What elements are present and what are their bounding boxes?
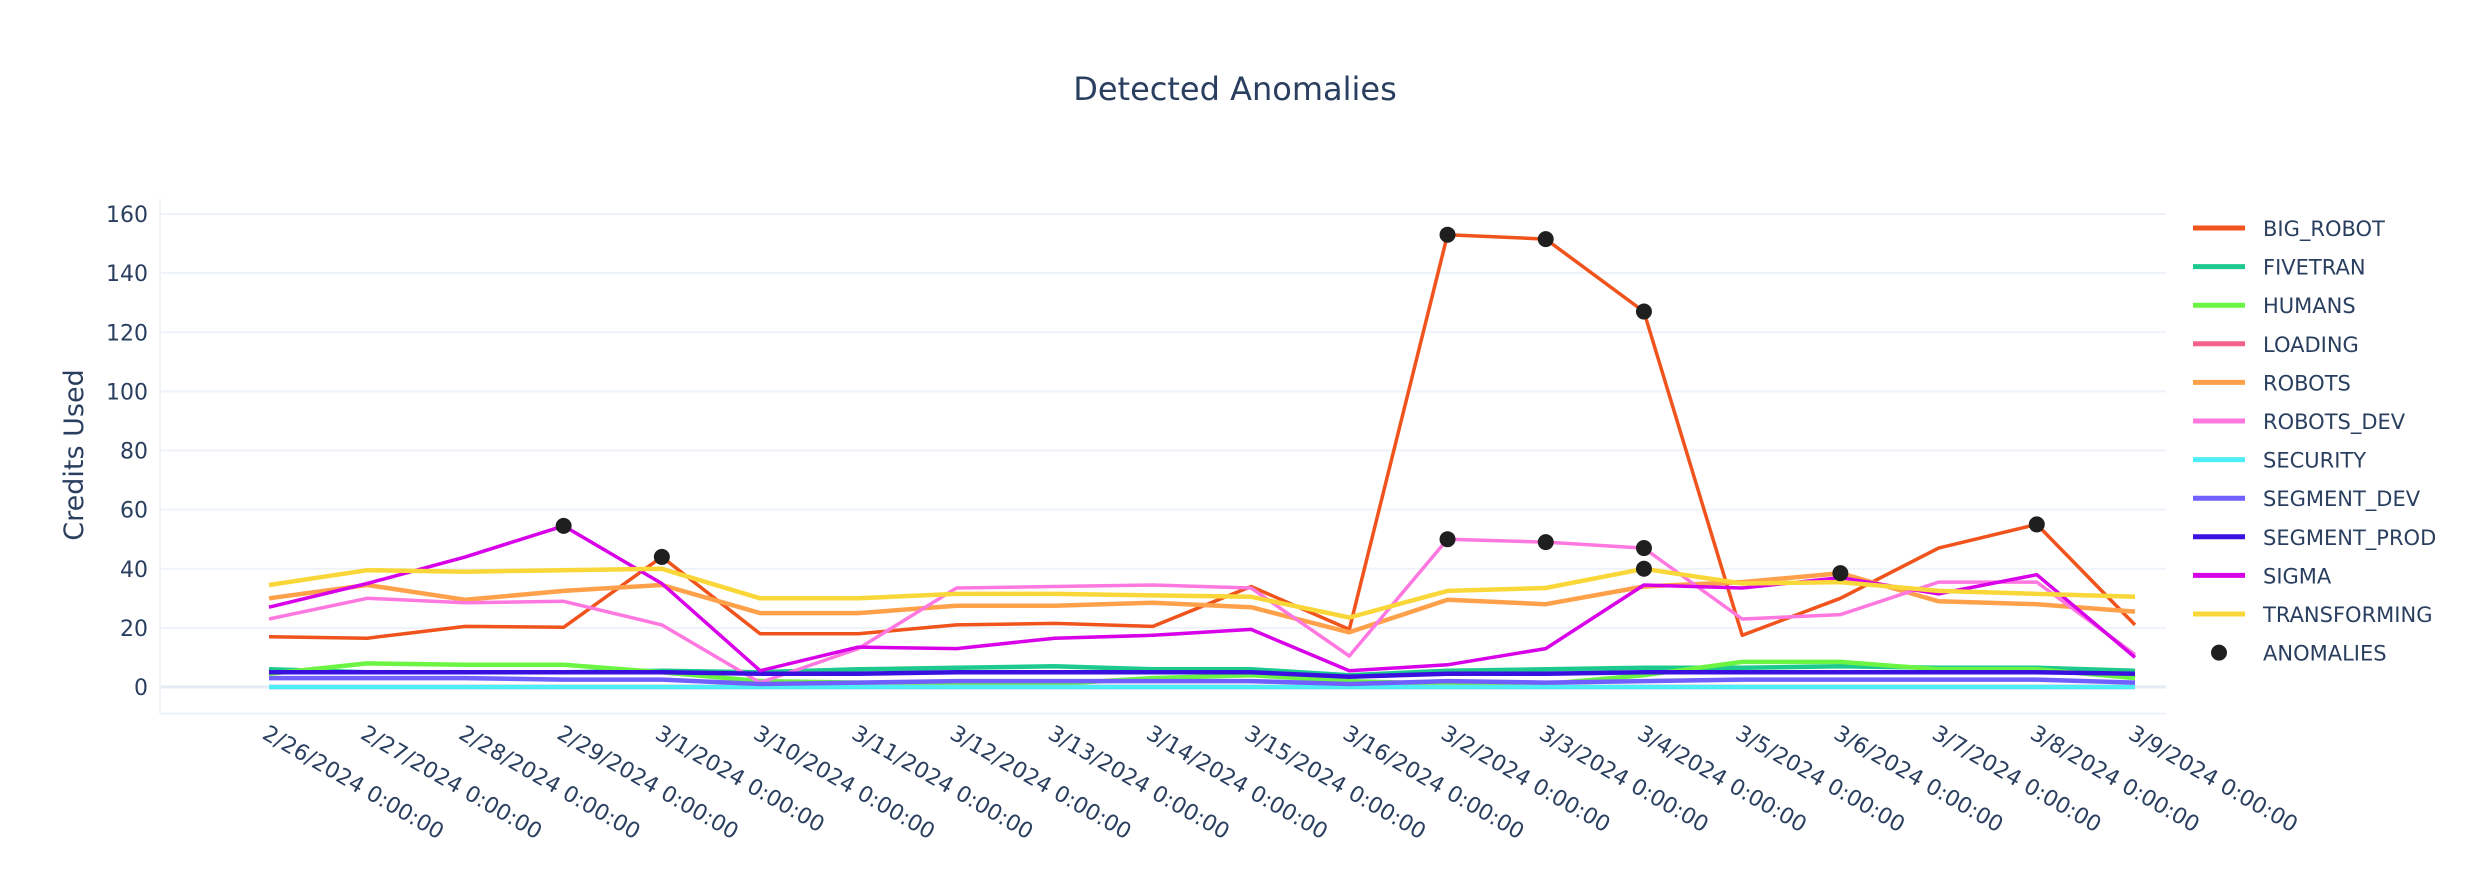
series-line-humans[interactable]: [268, 659, 2136, 687]
x-tick-label: 3/2/2024 0:00:00: [1437, 721, 1615, 838]
x-tick-label: 2/27/2024 0:00:00: [356, 721, 546, 845]
legend-label[interactable]: ROBOTS: [2263, 371, 2351, 395]
x-tick-label: 2/29/2024 0:00:00: [553, 721, 743, 845]
y-tick-label: 160: [106, 203, 148, 228]
x-tick-label: 2/28/2024 0:00:00: [454, 721, 644, 845]
legend-label[interactable]: SEGMENT_DEV: [2263, 487, 2421, 512]
series-line-robots[interactable]: [268, 570, 2136, 635]
legend-label[interactable]: TRANSFORMING: [2262, 603, 2432, 627]
x-tick-label: 3/16/2024 0:00:00: [1338, 721, 1528, 845]
x-tick-label: 3/11/2024 0:00:00: [847, 721, 1037, 845]
anomaly-point[interactable]: [1635, 560, 1652, 577]
series-line-sigma[interactable]: [268, 524, 2137, 673]
legend-label[interactable]: BIG_ROBOT: [2263, 217, 2385, 242]
x-tick-label: 3/12/2024 0:00:00: [945, 721, 1135, 845]
y-tick-label: 60: [120, 499, 148, 524]
anomaly-point[interactable]: [2028, 516, 2045, 533]
legend-label[interactable]: SECURITY: [2263, 449, 2366, 473]
anomaly-point[interactable]: [1537, 231, 1554, 248]
anomaly-point[interactable]: [653, 548, 670, 565]
legend-label[interactable]: LOADING: [2263, 333, 2359, 357]
x-tick-label: 3/13/2024 0:00:00: [1044, 721, 1234, 845]
legend-label[interactable]: ROBOTS_DEV: [2263, 410, 2406, 435]
anomaly-point[interactable]: [1635, 540, 1652, 557]
y-tick-label: 120: [106, 321, 148, 346]
y-axis-title: Credits Used: [59, 369, 90, 540]
x-tick-label: 3/7/2024 0:00:00: [1928, 721, 2106, 838]
legend-label[interactable]: FIVETRAN: [2263, 256, 2366, 280]
anomaly-point[interactable]: [1537, 534, 1554, 551]
y-tick-label: 0: [134, 676, 148, 701]
series-line-transforming[interactable]: [268, 566, 2136, 620]
x-tick-label: 3/15/2024 0:00:00: [1240, 721, 1430, 845]
legend-label[interactable]: SIGMA: [2263, 564, 2332, 588]
x-tick-label: 3/3/2024 0:00:00: [1535, 721, 1713, 838]
y-tick-label: 100: [106, 380, 148, 405]
y-tick-label: 20: [120, 617, 148, 642]
x-tick-label: 3/14/2024 0:00:00: [1142, 721, 1332, 845]
y-tick-label: 80: [120, 440, 148, 465]
legend-label[interactable]: SEGMENT_PROD: [2263, 526, 2436, 551]
series-line-robots-dev[interactable]: [268, 537, 2137, 685]
x-tick-label: 2/26/2024 0:00:00: [258, 721, 448, 845]
anomaly-point[interactable]: [1832, 565, 1849, 582]
y-tick-label: 40: [120, 558, 148, 583]
chart-title: Detected Anomalies: [1073, 70, 1397, 108]
x-tick-label: 3/8/2024 0:00:00: [2026, 721, 2204, 838]
y-tick-label: 140: [106, 262, 148, 287]
anomaly-point[interactable]: [1439, 531, 1456, 548]
series-line-segment-prod[interactable]: [269, 669, 2136, 679]
legend-label[interactable]: ANOMALIES: [2263, 642, 2387, 666]
x-tick-label: 3/6/2024 0:00:00: [1829, 721, 2007, 838]
x-tick-label: 3/1/2024 0:00:00: [651, 721, 829, 838]
x-tick-label: 3/9/2024 0:00:00: [2124, 721, 2302, 838]
anomaly-point[interactable]: [555, 517, 572, 534]
legend-label[interactable]: HUMANS: [2263, 294, 2356, 318]
x-tick-label: 3/5/2024 0:00:00: [1731, 721, 1909, 838]
legend-swatch[interactable]: [2211, 644, 2227, 661]
x-tick-label: 3/4/2024 0:00:00: [1633, 721, 1811, 838]
anomaly-point[interactable]: [1635, 303, 1652, 320]
anomaly-point[interactable]: [1439, 226, 1456, 243]
x-tick-label: 3/10/2024 0:00:00: [749, 721, 939, 845]
series-line-segment-dev[interactable]: [269, 675, 2136, 687]
